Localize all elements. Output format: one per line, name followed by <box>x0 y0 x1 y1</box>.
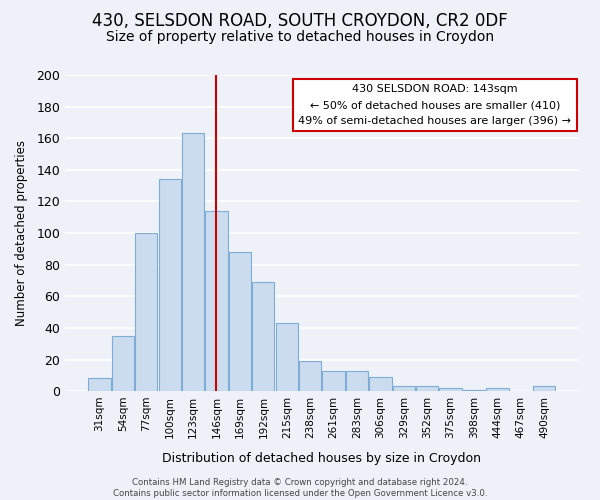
Bar <box>533 386 556 391</box>
Text: 430 SELSDON ROAD: 143sqm
← 50% of detached houses are smaller (410)
49% of semi-: 430 SELSDON ROAD: 143sqm ← 50% of detach… <box>298 84 571 126</box>
Bar <box>158 180 181 391</box>
Bar <box>439 388 462 391</box>
Bar <box>463 390 485 391</box>
Bar <box>369 377 392 391</box>
Text: Size of property relative to detached houses in Croydon: Size of property relative to detached ho… <box>106 30 494 44</box>
Bar <box>205 211 227 391</box>
Bar <box>135 233 157 391</box>
Bar <box>252 282 274 391</box>
Bar <box>299 361 321 391</box>
X-axis label: Distribution of detached houses by size in Croydon: Distribution of detached houses by size … <box>163 452 481 465</box>
Text: 430, SELSDON ROAD, SOUTH CROYDON, CR2 0DF: 430, SELSDON ROAD, SOUTH CROYDON, CR2 0D… <box>92 12 508 30</box>
Bar <box>229 252 251 391</box>
Y-axis label: Number of detached properties: Number of detached properties <box>15 140 28 326</box>
Bar <box>322 370 345 391</box>
Bar <box>392 386 415 391</box>
Text: Contains HM Land Registry data © Crown copyright and database right 2024.
Contai: Contains HM Land Registry data © Crown c… <box>113 478 487 498</box>
Bar <box>88 378 110 391</box>
Bar <box>182 134 204 391</box>
Bar <box>416 386 439 391</box>
Bar <box>112 336 134 391</box>
Bar <box>275 323 298 391</box>
Bar <box>487 388 509 391</box>
Bar <box>346 370 368 391</box>
